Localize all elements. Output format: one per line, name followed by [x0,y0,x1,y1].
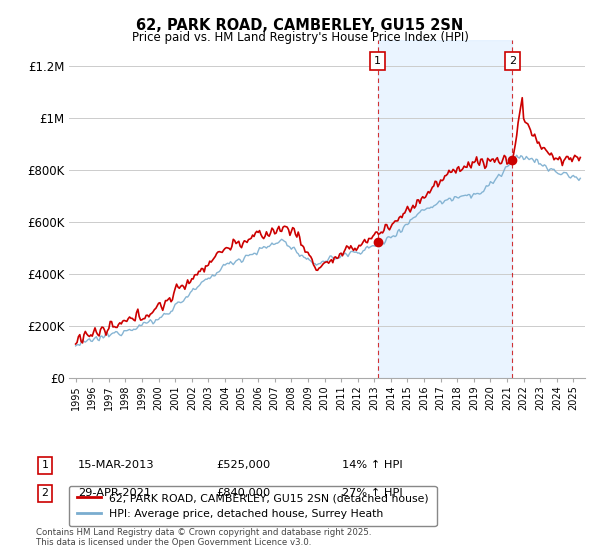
Text: 1: 1 [374,56,381,66]
Bar [378,40,512,378]
Text: 29-APR-2021: 29-APR-2021 [78,488,151,498]
Text: Contains HM Land Registry data © Crown copyright and database right 2025.
This d: Contains HM Land Registry data © Crown c… [36,528,371,547]
Text: 2: 2 [41,488,49,498]
Text: 2: 2 [509,56,516,66]
Text: 14% ↑ HPI: 14% ↑ HPI [342,460,403,470]
Text: 1: 1 [41,460,49,470]
Text: 15-MAR-2013: 15-MAR-2013 [78,460,155,470]
Text: £840,000: £840,000 [216,488,270,498]
Text: 62, PARK ROAD, CAMBERLEY, GU15 2SN: 62, PARK ROAD, CAMBERLEY, GU15 2SN [136,18,464,33]
Text: £525,000: £525,000 [216,460,270,470]
Legend: 62, PARK ROAD, CAMBERLEY, GU15 2SN (detached house), HPI: Average price, detache: 62, PARK ROAD, CAMBERLEY, GU15 2SN (deta… [69,486,437,526]
Text: Price paid vs. HM Land Registry's House Price Index (HPI): Price paid vs. HM Land Registry's House … [131,31,469,44]
Text: 27% ↑ HPI: 27% ↑ HPI [342,488,403,498]
